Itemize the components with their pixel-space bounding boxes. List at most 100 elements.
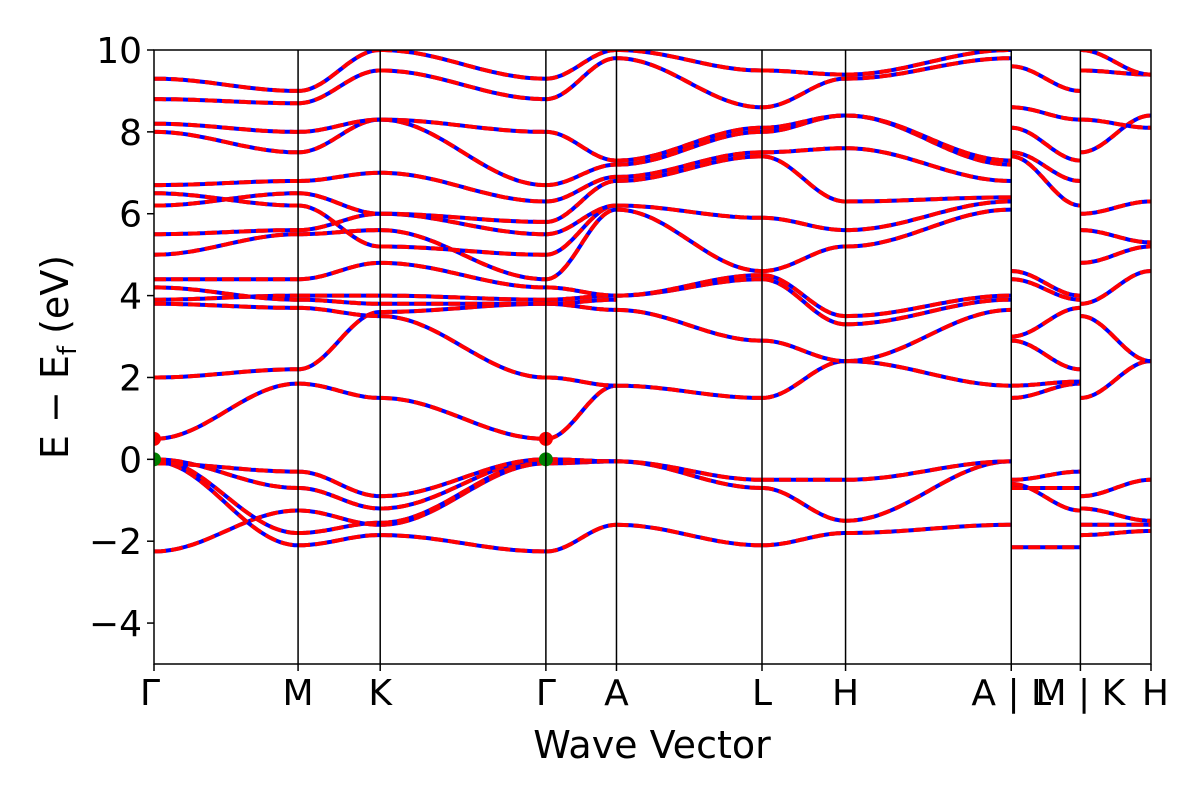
band-line-red-3-4 [545,457,617,464]
band-line-red-2-18 [380,68,546,102]
band-line-blue-6-3 [845,359,1012,388]
band-line-red-2-16 [380,117,546,188]
x-tick-label-0: Γ [140,673,160,714]
band-line-red-6-6 [845,293,1012,319]
x-axis-title: Wave Vector [533,723,771,767]
y-axis-title: E − Ef (eV) [33,255,83,459]
band-line-red-2-9 [380,293,546,302]
band-line-red-6-1 [845,459,1012,523]
band-line-red-3-8 [545,297,617,306]
band-line-red-8-11 [1080,117,1151,130]
band-line-red-5-13 [762,76,846,110]
band-line-red-3-5 [545,383,617,441]
band-line-red-2-10 [380,260,546,290]
x-axis-ticks: Γ M K Γ A L H A | LM | K H [140,664,1169,714]
band-line-red-6-9 [845,195,1012,204]
band-line-red-7-8 [1011,277,1081,302]
band-line-blue-6-14 [845,50,1012,77]
band-line-red-2-6 [380,314,546,380]
band-line-red-6-2 [845,459,1012,482]
band-line-red-0-14 [154,191,299,208]
cbm-marker-0 [154,431,161,446]
band-line-red-4-14 [616,50,763,73]
x-tick-label-7: A | L [971,673,1051,714]
band-line-red-2-12 [380,244,546,257]
band-line-red-7-13 [1011,105,1081,122]
band-line-red-1-12 [298,211,381,233]
band-extrema-markers [154,431,553,467]
band-line-red-8-8 [1080,228,1151,245]
band-line-red-5-10 [762,146,846,155]
band-line-red-3-18 [545,56,617,102]
band-line-red-6-13 [845,56,1012,81]
band-line-red-0-0 [154,508,299,554]
band-line-red-0-7 [154,301,299,310]
band-line-red-8-0 [1080,529,1151,538]
band-line-red-1-17 [298,117,381,134]
band-line-blue-5-6 [761,273,846,319]
y-axis-title-unit: (eV) [33,255,77,346]
band-line-red-1-14 [298,191,381,216]
band-line-red-4-12 [616,125,762,163]
band-line-red-6-0 [845,522,1012,535]
band-line-red-4-4 [616,307,762,343]
band-line-blue-6-8 [845,199,1012,233]
y-tick-label-1: −2 [89,522,142,563]
band-line-red-3-19 [545,50,617,81]
band-line-red-5-1 [762,486,846,523]
band-line-red-1-0 [298,533,381,548]
band-line-blue-2-19 [380,50,546,81]
band-line-blue-2-15 [380,170,546,204]
band-line-red-1-4 [298,469,381,499]
band-line-red-1-7 [298,305,381,319]
x-tick-label-6: H [832,673,859,714]
x-tick-label-2: K [368,673,393,714]
band-line-red-0-9 [154,285,299,302]
band-lines [154,50,1151,554]
band-line-red-7-3 [1011,469,1081,482]
band-line-red-4-3 [616,383,762,400]
band-line-red-0-16 [154,129,299,155]
band-line-red-6-12 [845,113,1012,163]
band-line-red-3-16 [545,162,617,188]
band-line-red-7-10 [1011,154,1081,208]
y-tick-label-5: 6 [119,195,142,236]
y-tick-label-4: 4 [119,277,142,318]
band-line-red-2-19 [380,50,546,81]
band-line-red-7-7 [1011,305,1081,339]
y-tick-label-0: −4 [89,604,142,645]
band-line-red-1-13 [298,203,381,249]
band-line-red-4-0 [616,522,762,548]
band-line-red-8-9 [1080,199,1151,216]
band-line-red-4-6 [616,273,763,298]
band-line-red-0-4 [154,461,299,474]
band-line-red-2-14 [380,211,546,224]
band-line-red-2-17 [380,117,546,134]
band-line-red-0-18 [154,97,299,106]
band-line-red-4-1 [616,459,763,490]
band-line-blue-5-5 [761,277,846,327]
band-line-red-6-10 [845,146,1012,183]
band-line-red-7-4 [1011,381,1081,400]
band-line-red-1-5 [298,381,381,400]
band-line-red-2-0 [380,533,546,554]
x-tick-label-1: M [283,673,314,714]
band-line-red-8-5 [1080,314,1151,364]
band-line-red-2-2 [380,459,546,525]
band-line-red-8-13 [1080,50,1151,77]
band-line-red-8-2 [1080,506,1151,523]
band-line-red-8-3 [1080,477,1151,499]
band-line-red-7-12 [1011,125,1081,163]
band-line-red-6-8 [845,199,1012,233]
band-line-red-2-4 [380,457,546,499]
band-line-red-8-7 [1080,244,1151,265]
plot-frame [153,49,1152,665]
band-line-red-4-9 [616,154,763,183]
band-line-red-4-11 [616,129,762,167]
band-line-red-3-11 [545,207,617,282]
band-line-red-5-8 [762,215,846,233]
band-line-red-6-3 [845,359,1012,388]
band-line-red-5-3 [762,359,846,400]
band-line-red-3-15 [545,174,617,204]
